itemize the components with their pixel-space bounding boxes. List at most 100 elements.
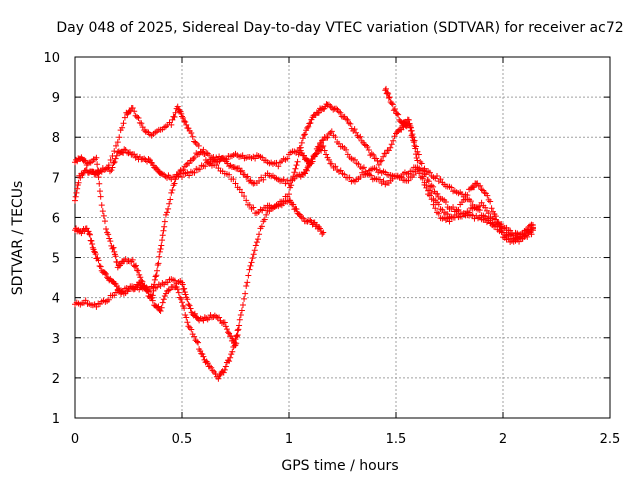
data-point [83, 225, 90, 232]
y-tick-label: 1 [52, 412, 60, 427]
data-point [134, 114, 141, 121]
data-point [82, 297, 89, 304]
data-point [370, 151, 377, 158]
data-point [286, 191, 292, 198]
data-point [448, 184, 455, 191]
data-point [122, 146, 129, 153]
data-point [432, 205, 439, 212]
x-tick-label: 1.5 [386, 432, 407, 447]
data-point [455, 206, 462, 213]
data-point [183, 121, 190, 128]
data-point [325, 131, 332, 138]
data-point [360, 164, 367, 171]
data-point [101, 269, 108, 276]
data-point [294, 158, 301, 165]
data-point [238, 189, 245, 196]
data-point [226, 171, 233, 178]
data-point [424, 176, 431, 183]
data-point [153, 272, 160, 279]
data-point [98, 202, 105, 209]
data-point [249, 255, 256, 262]
data-point [197, 347, 204, 354]
data-point [161, 223, 168, 230]
data-point [234, 327, 241, 334]
data-point [96, 188, 103, 195]
data-point [108, 167, 115, 174]
data-point [299, 135, 306, 142]
y-tick-label: 7 [52, 171, 60, 186]
y-tick-label: 5 [52, 252, 60, 267]
data-point [380, 178, 387, 185]
data-point [158, 304, 165, 311]
data-point [100, 212, 107, 219]
data-point [191, 169, 198, 176]
data-point [181, 305, 188, 312]
data-point [239, 152, 246, 159]
data-point [72, 197, 78, 204]
data-point [410, 172, 417, 179]
data-point [409, 168, 416, 175]
data-point [200, 146, 207, 153]
data-point [351, 126, 358, 133]
data-point [169, 186, 176, 193]
data-point [323, 151, 330, 158]
data-point [343, 146, 350, 153]
data-point [86, 230, 93, 237]
data-point [168, 189, 175, 196]
data-point [324, 134, 331, 141]
data-point [178, 110, 185, 117]
data-point [364, 143, 371, 150]
data-point [345, 119, 352, 126]
data-point [182, 311, 189, 318]
data-point [386, 94, 393, 101]
data-point [292, 165, 299, 172]
data-point [275, 163, 282, 170]
data-point [430, 201, 437, 208]
data-point [385, 95, 392, 102]
data-point [290, 173, 297, 180]
data-point [174, 103, 181, 110]
data-point [327, 103, 334, 110]
data-point [252, 155, 259, 162]
data-point [320, 142, 327, 149]
data-point [346, 174, 353, 181]
data-point [225, 329, 232, 336]
data-point [151, 276, 158, 283]
data-point [333, 105, 340, 112]
data-point [293, 162, 300, 169]
data-point [134, 153, 141, 160]
data-point [177, 295, 184, 302]
data-point [235, 326, 242, 333]
data-point [167, 196, 174, 203]
data-point [120, 120, 127, 127]
data-point [73, 189, 80, 196]
data-point [139, 156, 146, 163]
data-point [328, 128, 335, 135]
data-point [389, 101, 396, 108]
data-point [444, 215, 451, 222]
data-point [298, 139, 305, 146]
data-point [471, 184, 478, 191]
data-point [95, 257, 102, 264]
data-point [135, 267, 142, 274]
data-point [144, 287, 151, 294]
data-point [112, 253, 119, 260]
data-point [410, 139, 417, 146]
data-point [284, 155, 291, 162]
data-point [185, 301, 192, 308]
data-point [223, 326, 230, 333]
data-point [158, 242, 165, 249]
data-point [191, 138, 198, 145]
data-point [300, 132, 307, 139]
data-point [296, 149, 303, 156]
y-tick-label: 9 [52, 91, 60, 106]
data-point [318, 139, 325, 146]
data-point [328, 160, 335, 167]
data-point [191, 333, 198, 340]
data-point [347, 120, 354, 127]
data-point [109, 245, 116, 252]
data-point [134, 267, 141, 274]
y-tick-label: 8 [52, 131, 60, 146]
data-point [492, 213, 499, 220]
data-point [107, 238, 114, 245]
